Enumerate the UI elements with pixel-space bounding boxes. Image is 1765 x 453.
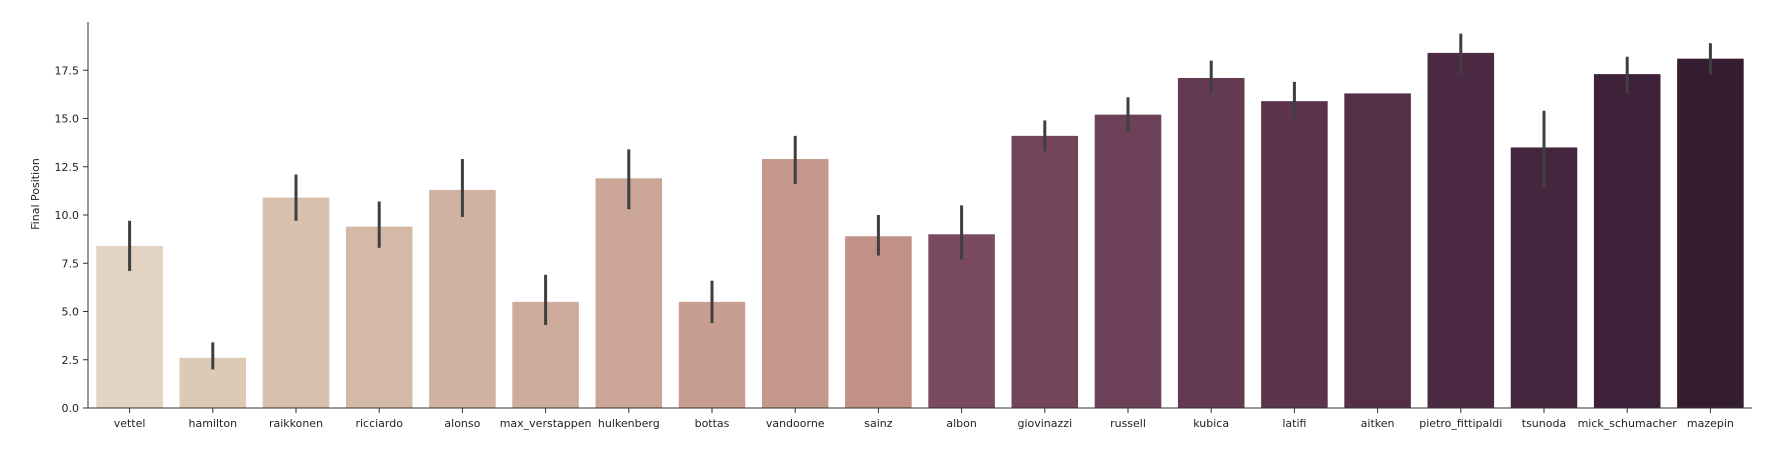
- x-tick-label: raikkonen: [269, 417, 323, 430]
- y-tick-label: 17.5: [55, 64, 80, 77]
- bar-alonso: [429, 189, 496, 408]
- x-tick-label: latifi: [1282, 417, 1306, 430]
- bar-giovinazzi: [1011, 135, 1079, 408]
- bar-mazepin: [1677, 58, 1744, 409]
- x-tick-label: max_verstappen: [500, 417, 592, 430]
- bar-mick-schumacher: [1593, 74, 1661, 409]
- y-tick-label: 12.5: [55, 161, 80, 174]
- bar-latifi: [1261, 101, 1328, 408]
- x-tick-label: sainz: [864, 417, 892, 430]
- x-tick-label: albon: [946, 417, 977, 430]
- x-tick-label: pietro_fittipaldi: [1419, 417, 1502, 430]
- bar-ricciardo: [345, 226, 413, 408]
- y-tick-label: 5.0: [62, 306, 80, 319]
- bar-albon: [928, 234, 995, 408]
- bar-sainz: [845, 236, 912, 408]
- bar-raikkonen: [262, 197, 330, 408]
- y-tick-label: 15.0: [55, 113, 80, 126]
- y-tick-label: 7.5: [62, 257, 80, 270]
- bar-hulkenberg: [595, 178, 663, 408]
- x-tick-label: hamilton: [189, 417, 238, 430]
- bar-aitken: [1344, 93, 1411, 408]
- bar-vettel: [96, 245, 163, 408]
- x-tick-label: alonso: [444, 417, 480, 430]
- x-tick-label: kubica: [1193, 417, 1229, 430]
- bar-pietro-fittipaldi: [1427, 52, 1495, 408]
- x-tick-label: hulkenberg: [598, 417, 660, 430]
- x-tick-label: ricciardo: [355, 417, 403, 430]
- x-tick-label: giovinazzi: [1017, 417, 1072, 430]
- bar-russell: [1094, 114, 1162, 408]
- x-tick-label: aitken: [1361, 417, 1395, 430]
- x-tick-label: bottas: [695, 417, 730, 430]
- error-bars-group: [128, 33, 1712, 370]
- y-tick-label: 2.5: [62, 354, 80, 367]
- x-tick-label: russell: [1110, 417, 1146, 430]
- bars-group: [96, 52, 1744, 409]
- x-tick-label: mick_schumacher: [1578, 417, 1678, 430]
- bar-kubica: [1177, 77, 1245, 408]
- y-axis-label: Final Position: [29, 158, 42, 230]
- axes-group: vettel hamilton raikkonen ricciardo alonso ma…: [55, 22, 1752, 430]
- bar-vandoorne: [761, 159, 829, 408]
- x-tick-label: vandoorne: [766, 417, 825, 430]
- y-tick-label: 10.0: [55, 209, 80, 222]
- x-tick-label: mazepin: [1687, 417, 1734, 430]
- y-tick-label: 0.0: [62, 402, 80, 415]
- bar-tsunoda: [1510, 147, 1578, 408]
- x-tick-label: vettel: [114, 417, 146, 430]
- x-tick-label: tsunoda: [1522, 417, 1566, 430]
